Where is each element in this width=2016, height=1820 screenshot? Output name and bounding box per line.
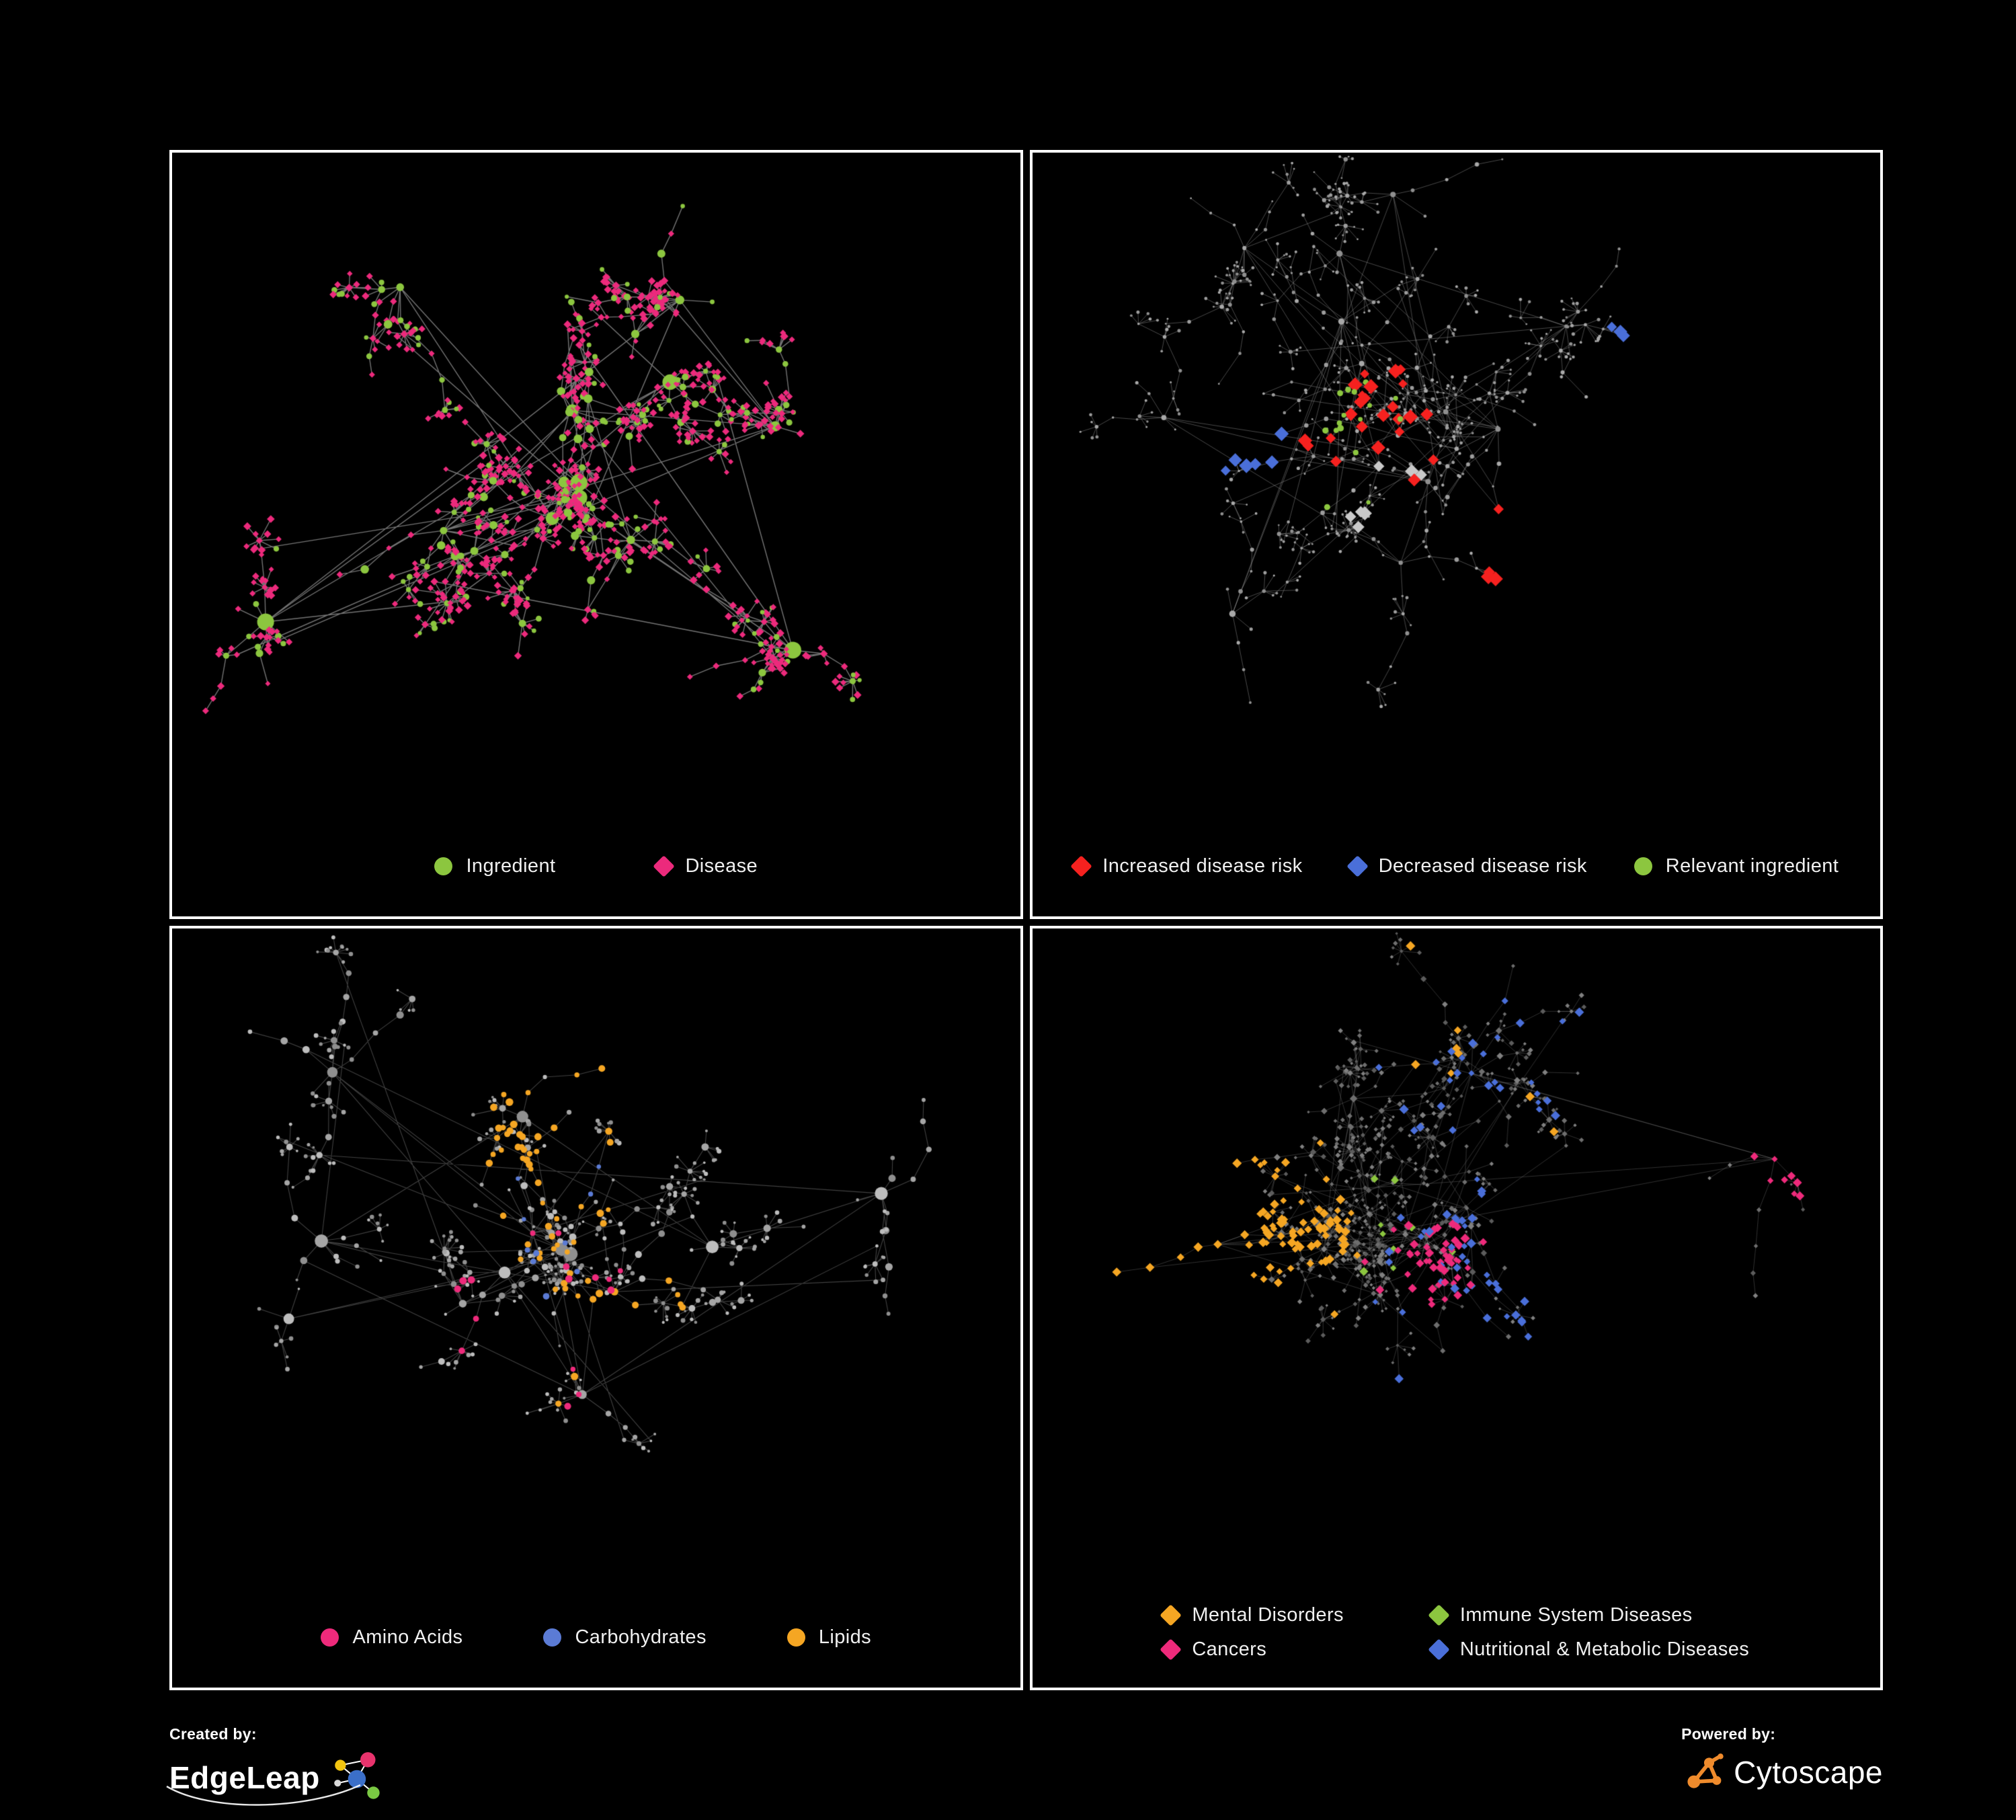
carbohydrates-node-icon xyxy=(543,1628,562,1647)
legend-item-immune-diseases: Immune System Diseases xyxy=(1428,1604,1693,1626)
legend-label-ingredient: Ingredient xyxy=(466,855,556,877)
legend-item-disease: Disease xyxy=(653,855,758,877)
legend-label-amino-acids: Amino Acids xyxy=(352,1626,463,1648)
relevant-ingredient-node-icon xyxy=(1634,857,1652,875)
amino-acids-node-icon xyxy=(321,1628,339,1647)
cytoscape-logo-icon xyxy=(1687,1753,1724,1788)
cytoscape-brand: Cytoscape xyxy=(1681,1750,1883,1794)
figure-board: Ingredient Disease Increased disease ris… xyxy=(169,150,1883,1690)
panel-disease-risk: Increased disease risk Decreased disease… xyxy=(1029,150,1883,919)
panel-disease-categories: Mental Disorders Immune System Diseases … xyxy=(1029,926,1883,1690)
edgeleap-wordmark: EdgeLeap xyxy=(169,1760,320,1795)
legend-label-nutritional-metabolic: Nutritional & Metabolic Diseases xyxy=(1459,1638,1750,1660)
legend-item-decreased-risk: Decreased disease risk xyxy=(1346,855,1587,877)
disease-risk-network-canvas xyxy=(1032,153,1880,850)
legend-item-ingredient: Ingredient xyxy=(434,855,555,877)
powered-by-block: Powered by: Cytoscape xyxy=(1681,1725,1883,1794)
mental-disorders-node-icon xyxy=(1160,1604,1182,1626)
legend-disease-risk: Increased disease risk Decreased disease… xyxy=(1033,850,1881,916)
lipids-node-icon xyxy=(787,1628,805,1647)
legend-label-disease: Disease xyxy=(685,855,758,877)
edgeleap-logo-icon xyxy=(334,1752,380,1799)
powered-by-label: Powered by: xyxy=(1681,1725,1776,1743)
legend-label-cancers: Cancers xyxy=(1192,1638,1267,1660)
macronutrient-network-canvas xyxy=(172,928,1020,1621)
legend-item-amino-acids: Amino Acids xyxy=(321,1626,462,1649)
created-by-label: Created by: xyxy=(169,1725,257,1743)
footer: Created by: EdgeLeap xyxy=(166,1725,1883,1806)
ingredient-node-icon xyxy=(434,857,453,875)
legend-label-relevant-ingredient: Relevant ingredient xyxy=(1665,855,1839,877)
legend-label-immune-diseases: Immune System Diseases xyxy=(1459,1604,1693,1626)
disease-category-network-canvas xyxy=(1032,928,1880,1599)
legend-label-mental-disorders: Mental Disorders xyxy=(1192,1604,1344,1626)
legend-item-nutritional-metabolic: Nutritional & Metabolic Diseases xyxy=(1428,1638,1750,1661)
cytoscape-wordmark: Cytoscape xyxy=(1734,1755,1883,1790)
legend-item-cancers: Cancers xyxy=(1160,1638,1267,1661)
legend-item-lipids: Lipids xyxy=(787,1626,871,1649)
disease-node-icon xyxy=(653,855,676,877)
panel-macronutrients: Amino Acids Carbohydrates Lipids xyxy=(169,926,1023,1690)
legend-macronutrients: Amino Acids Carbohydrates Lipids xyxy=(172,1621,1020,1688)
legend-label-carbohydrates: Carbohydrates xyxy=(575,1626,707,1648)
legend-ingredient-disease: Ingredient Disease xyxy=(172,850,1020,916)
legend-item-relevant-ingredient: Relevant ingredient xyxy=(1634,855,1839,877)
legend-disease-categories: Mental Disorders Immune System Diseases … xyxy=(1033,1599,1881,1688)
panel-ingredient-disease: Ingredient Disease xyxy=(169,150,1023,919)
legend-label-decreased-risk: Decreased disease risk xyxy=(1378,855,1587,877)
decreased-risk-node-icon xyxy=(1346,855,1369,877)
immune-diseases-node-icon xyxy=(1428,1604,1450,1626)
created-by-block: Created by: EdgeLeap xyxy=(166,1725,390,1806)
edgeleap-brand: EdgeLeap xyxy=(166,1750,390,1806)
cancers-node-icon xyxy=(1160,1638,1182,1661)
legend-item-carbohydrates: Carbohydrates xyxy=(543,1626,706,1649)
legend-item-increased-risk: Increased disease risk xyxy=(1070,855,1303,877)
increased-risk-node-icon xyxy=(1070,855,1092,877)
legend-item-mental-disorders: Mental Disorders xyxy=(1160,1604,1344,1626)
legend-label-increased-risk: Increased disease risk xyxy=(1102,855,1303,877)
legend-label-lipids: Lipids xyxy=(818,1626,872,1648)
nutritional-metabolic-node-icon xyxy=(1428,1638,1450,1661)
ingredient-disease-network-canvas xyxy=(172,153,1020,850)
